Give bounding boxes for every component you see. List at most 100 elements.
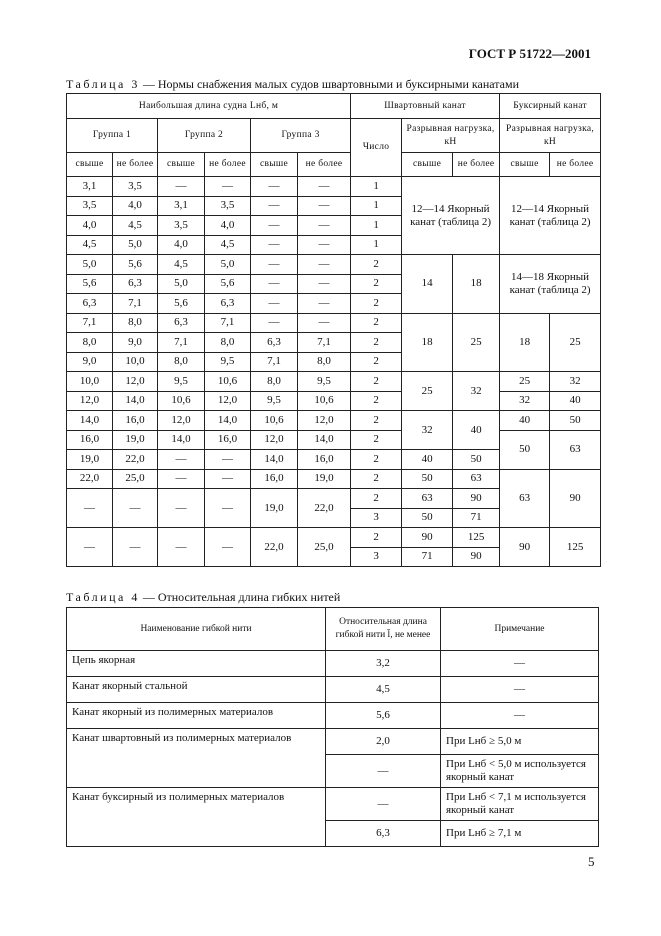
table-row: 22,0 25,0— —16,0 19,0 2 50 63 63 90: [66, 468, 602, 528]
table-cell: 90: [499, 527, 551, 567]
caption: Таблица 4 — Относительная длина гибких н…: [66, 590, 340, 605]
table-cell: Канат буксирный из полимерных материалов: [66, 787, 326, 847]
table-cell: 2: [350, 273, 403, 294]
table-row: 16,0 19,0 14,0 16,0 12,0 14,0 2 50 63: [66, 429, 602, 470]
table-cell: —: [157, 449, 205, 470]
table-row: 10,0 12,0 9,5 10,6 8,0 9,5 2 25 32 25 32: [66, 371, 602, 411]
table-cell: 50: [401, 507, 454, 528]
table-cell: 3,5: [66, 195, 113, 216]
table-cell: Относительная длина гибкой нити l̄, не м…: [325, 607, 441, 651]
table-cell: 2: [350, 312, 403, 333]
table-cell: 12,0: [204, 390, 251, 411]
table-cell: При Lнб < 5,0 м используется якорный кан…: [440, 754, 599, 788]
table-cell: 2: [350, 254, 403, 275]
table-row: Канат якорный стальной 4,5—: [66, 676, 599, 703]
table-cell: не более: [204, 152, 251, 177]
table-row: Наименование гибкой нити Относительная дл…: [66, 607, 599, 651]
table-cell: 3: [350, 546, 403, 567]
table-cell: 4,5: [157, 254, 205, 275]
table-row: 3 50 71: [67, 507, 601, 528]
table-cell: 12,0: [296, 410, 352, 431]
table-cell: 50: [401, 468, 454, 489]
table-cell: 2: [350, 468, 403, 489]
table-cell: 3: [350, 507, 403, 528]
table-cell: 4,5: [325, 676, 441, 703]
table-cell: 32: [452, 371, 501, 411]
table-cell: 63: [452, 468, 501, 489]
table-cell: 9,5: [250, 390, 298, 411]
table-cell: 40: [499, 410, 551, 431]
table-cell: Наименование гибкой нити: [66, 607, 326, 651]
table-cell: 7,1: [157, 332, 205, 353]
table-cell: 50: [452, 449, 501, 470]
table-cell: 9,0: [66, 351, 113, 372]
table-cell: 1: [350, 176, 403, 197]
table-cell: 50: [549, 410, 602, 431]
table-3: Наибольшая длина судна Lнб, м Швартовный …: [65, 93, 602, 567]
table-cell: не более: [112, 152, 158, 177]
table-cell: 16,0: [296, 449, 352, 470]
table-cell: 14,0: [157, 429, 205, 450]
table-cell: 5,6: [112, 254, 158, 275]
table-cell: 40: [549, 390, 602, 411]
table-cell: 4,5: [66, 234, 113, 255]
table-cell: 5,6: [204, 273, 251, 294]
table-cell: При Lнб ≥ 5,0 м: [440, 728, 599, 755]
table-cell: При Lнб ≥ 7,1 м: [440, 820, 599, 847]
table-cell: —: [250, 273, 298, 294]
table-cell: —: [296, 234, 352, 255]
table-cell: 10,6: [296, 390, 352, 411]
table-row: — — — —19,0 22,0 2 63 90: [66, 488, 601, 528]
table-cell: 5,6: [325, 702, 441, 729]
table-cell: —: [250, 234, 298, 255]
table-cell: 5,0: [112, 234, 158, 255]
table-cell: —: [296, 254, 352, 275]
table-cell: 8,0: [296, 351, 352, 372]
table-cell: свыше: [250, 152, 298, 177]
table-cell: 4,0: [204, 215, 251, 236]
table-cell: 9,5: [204, 351, 251, 372]
table-cell: —: [250, 195, 298, 216]
table-cell: —: [66, 488, 113, 528]
table-cell: 125: [452, 527, 501, 548]
table-row: 19,0 22,0— —14,0 16,0 2 40 50: [66, 449, 601, 470]
table-cell: —: [440, 702, 599, 729]
table-cell: —: [66, 527, 113, 567]
table-cell: Разрывная нагрузка, кН: [401, 118, 501, 153]
table-cell: Группа 1: [66, 118, 158, 153]
table-cell: —: [296, 195, 352, 216]
table-cell: Швартовный канат: [350, 93, 501, 119]
table-cell: —: [157, 488, 205, 528]
table-cell: 3,1: [66, 176, 113, 197]
table-cell: 2: [350, 371, 403, 392]
table-row: 5,6 6,3 5,0 5,6— —2: [66, 273, 601, 294]
table-row: 9,0 10,0 8,0 9,5 7,1 8,0 2: [66, 351, 601, 372]
table-cell: —: [157, 527, 205, 567]
table-cell: 32: [549, 371, 602, 392]
table-cell: 125: [549, 527, 602, 567]
table-cell: 14,0: [250, 449, 298, 470]
table-row: 8,0 9,0 7,1 8,0 6,3 7,1 2: [66, 332, 601, 353]
table-cell: 12,0: [250, 429, 298, 450]
table-cell: 14: [401, 254, 454, 314]
table-cell: Цепь якорная: [66, 650, 326, 677]
table-cell: 18: [499, 312, 551, 372]
table-cell: При Lнб < 7,1 м используется якорный кан…: [440, 787, 599, 821]
table-cell: 2: [350, 449, 403, 470]
table-row: Канат швартовный из полимерных материало…: [66, 728, 599, 788]
caption: Таблица 3 — Нормы снабжения малых судов …: [66, 77, 519, 92]
table-cell: —: [296, 176, 352, 197]
table-row: 5,0 5,6 4,5 5,0— —2 14 18 14—18 Якорный канат (…: [66, 254, 602, 314]
table-cell: 5,6: [66, 273, 113, 294]
table-cell: 2: [350, 527, 403, 548]
table-cell: не более: [549, 152, 602, 177]
table-cell: свыше: [499, 152, 551, 177]
table-cell: —: [250, 254, 298, 275]
table-cell: 9,5: [296, 371, 352, 392]
table-row: 6,3 При Lнб ≥ 7,1 м: [67, 820, 599, 847]
table-cell: 2: [350, 488, 403, 509]
table-cell: 18: [401, 312, 454, 372]
table-row: Наибольшая длина судна Lнб, м Швартовный …: [65, 93, 602, 119]
table-cell: свыше: [157, 152, 205, 177]
table-row: 3,1 3,5— — — —1 12—14 Якорный канат (таблица …: [66, 176, 602, 255]
